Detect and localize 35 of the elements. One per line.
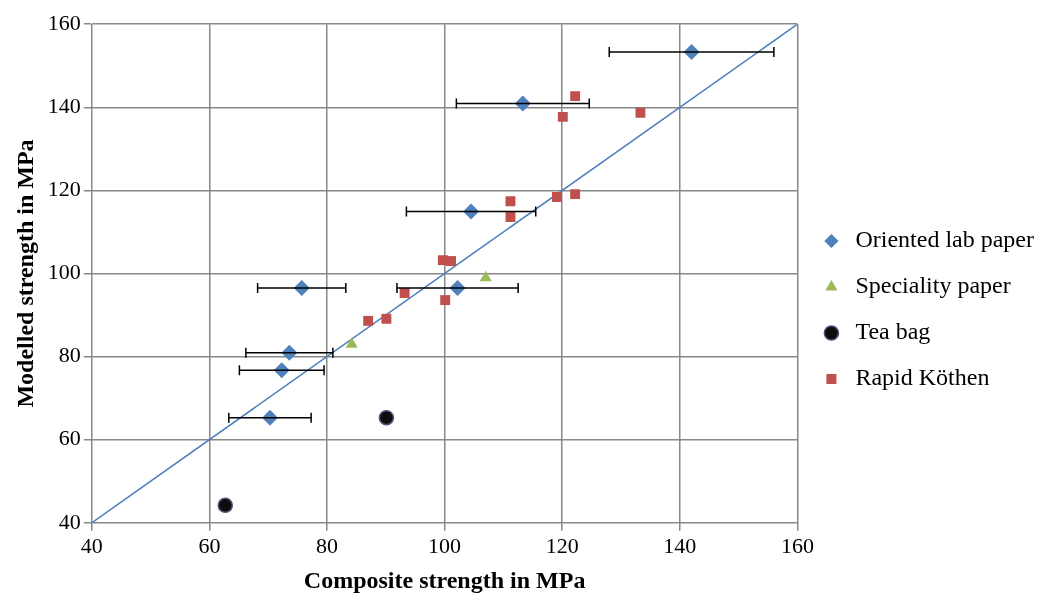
- point: [570, 91, 581, 102]
- y-tick-label: 40: [58, 508, 81, 534]
- point: [446, 256, 457, 266]
- point: [557, 111, 568, 122]
- y-tick-label: 60: [58, 425, 81, 451]
- x-tick-label: 40: [80, 532, 103, 558]
- y-tick-label: 120: [47, 176, 81, 202]
- point: [551, 192, 562, 202]
- point: [217, 497, 234, 514]
- legend-label: Rapid Köthen: [855, 364, 990, 391]
- point: [363, 315, 374, 326]
- point: [505, 212, 516, 222]
- x-tick-label: 80: [316, 532, 339, 558]
- y-tick-label: 140: [47, 93, 81, 119]
- x-tick-label: 120: [545, 532, 579, 558]
- point: [635, 107, 646, 118]
- x-tick-label: 100: [428, 532, 462, 558]
- x-tick-label: 60: [198, 532, 221, 558]
- y-tick-label: 160: [47, 9, 81, 35]
- point: [381, 313, 392, 324]
- x-axis-title: Composite strength in MPa: [303, 566, 586, 593]
- legend-label: Tea bag: [855, 318, 931, 345]
- point: [570, 189, 581, 200]
- x-tick-label: 160: [780, 532, 814, 558]
- y-tick-label: 100: [47, 259, 81, 285]
- y-axis-title: Modelled strength in MPa: [11, 139, 38, 408]
- point: [440, 295, 451, 306]
- y-tick-label: 80: [58, 342, 81, 368]
- x-tick-label: 140: [663, 532, 697, 558]
- point: [505, 196, 516, 207]
- point: [378, 409, 395, 426]
- legend-label: Speciality paper: [855, 272, 1011, 299]
- legend-label: Oriented lab paper: [855, 226, 1035, 253]
- point: [479, 270, 492, 282]
- point: [345, 337, 358, 348]
